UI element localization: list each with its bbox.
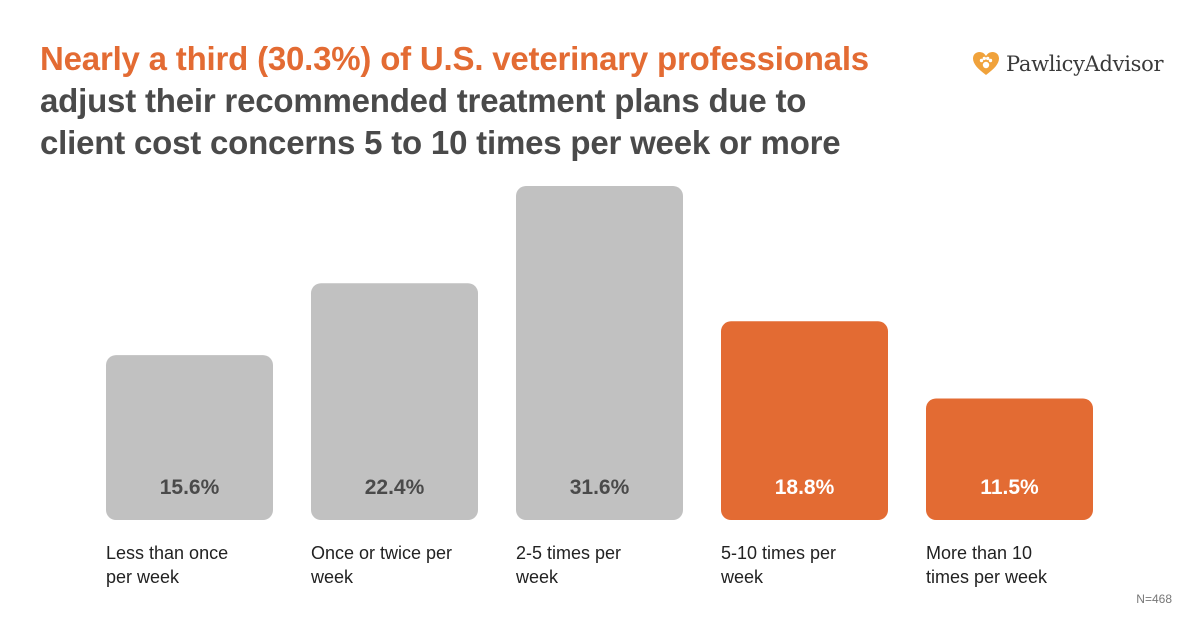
brand-logo: PawlicyAdvisor [972, 48, 1163, 80]
chart-title: Nearly a third (30.3%) of U.S. veterinar… [40, 38, 940, 164]
bar-3 [516, 186, 683, 520]
title-line-3: client cost concerns 5 to 10 times per w… [40, 124, 841, 161]
category-label-3: 2-5 times per week [515, 543, 621, 587]
bar-1 [106, 355, 273, 520]
bar-4 [721, 321, 888, 520]
heart-paw-icon [973, 52, 999, 75]
bar-value-label-1: 15.6% [160, 476, 220, 499]
bar-value-label-2: 22.4% [365, 476, 425, 499]
category-label-4: 5-10 times per week [720, 543, 836, 587]
title-highlight-line: Nearly a third (30.3%) of U.S. veterinar… [40, 40, 869, 77]
bar-value-label-5: 11.5% [980, 476, 1039, 499]
category-label-2: Once or twice per week [310, 543, 452, 587]
bar-value-label-4: 18.8% [775, 476, 835, 499]
bar-5 [926, 398, 1093, 520]
bar-value-label-3: 31.6% [570, 476, 630, 499]
sample-size-footnote: N=468 [1136, 592, 1172, 606]
bar-2 [311, 283, 478, 520]
brand-name: PawlicyAdvisor [1006, 52, 1164, 76]
category-label-5: More than 10 times per week [926, 543, 1048, 587]
title-line-2: adjust their recommended treatment plans… [40, 82, 807, 119]
category-label-1: Less than once per week [106, 543, 228, 587]
